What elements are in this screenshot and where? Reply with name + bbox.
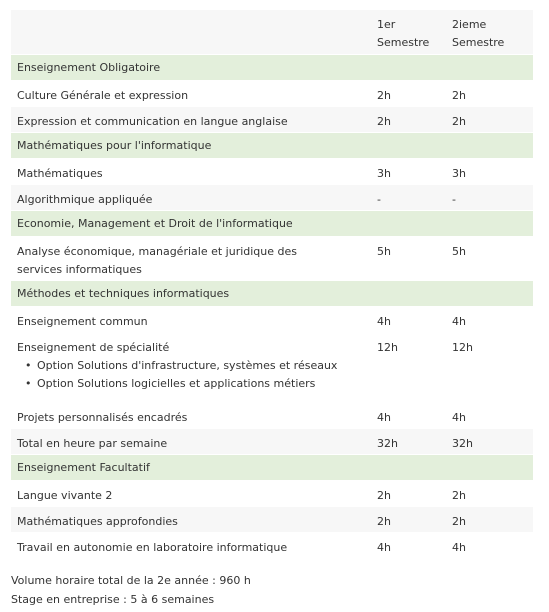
schedule-table: 1er Semestre 2ieme Semestre Enseignement…	[11, 9, 533, 558]
hours-semester-1: 4h	[377, 541, 391, 554]
course-label: Total en heure par semaine	[17, 437, 168, 450]
hours-semester-1: 2h	[377, 515, 391, 528]
section-row: Enseignement Facultatif	[11, 454, 533, 480]
option-label: Option Solutions d'infrastructure, systè…	[37, 359, 338, 372]
course-label: Projets personnalisés encadrés	[17, 411, 188, 424]
hours-semester-1: 2h	[377, 89, 391, 102]
course-label: Enseignement commun	[17, 315, 148, 328]
options-list: • Option Solutions d'infrastructure, sys…	[17, 357, 377, 393]
course-label-title: Enseignement de spécialité	[17, 341, 170, 354]
section-row: Economie, Management et Droit de l'infor…	[11, 210, 533, 236]
hours-semester-1: 4h	[377, 411, 391, 424]
course-label-line2: services informatiques	[17, 263, 142, 276]
table-row: Enseignement commun 4h 4h	[11, 306, 533, 332]
section-row: Méthodes et techniques informatiques	[11, 280, 533, 306]
table-row: Mathématiques 3h 3h	[11, 158, 533, 184]
bullet-icon: •	[25, 377, 32, 390]
hours-semester-1: 12h	[377, 341, 398, 354]
section-row: Mathématiques pour l'informatique	[11, 132, 533, 158]
course-label: Algorithmique appliquée	[17, 193, 153, 206]
hours-semester-2: 4h	[452, 541, 466, 554]
hours-semester-1: 2h	[377, 115, 391, 128]
list-item: • Option Solutions logicielles et applic…	[25, 375, 377, 393]
table-row: Langue vivante 2 2h 2h	[11, 480, 533, 506]
table-row: Travail en autonomie en laboratoire info…	[11, 532, 533, 558]
table-header: 1er Semestre 2ieme Semestre	[11, 9, 533, 54]
course-label: Expression et communication en langue an…	[17, 115, 288, 128]
table-row: Culture Générale et expression 2h 2h	[11, 80, 533, 106]
hours-semester-2: 4h	[452, 315, 466, 328]
hours-semester-2: 2h	[452, 515, 466, 528]
table-row: Total en heure par semaine 32h 32h	[11, 428, 533, 454]
section-label: Méthodes et techniques informatiques	[17, 287, 230, 300]
table-row: Projets personnalisés encadrés 4h 4h	[11, 402, 533, 428]
section-label: Enseignement Facultatif	[17, 461, 150, 474]
hours-semester-2: 32h	[452, 437, 473, 450]
course-label-line1: Analyse économique, managériale et jurid…	[17, 245, 298, 258]
hours-semester-1: -	[377, 193, 381, 206]
section-label: Mathématiques pour l'informatique	[17, 139, 212, 152]
total-hours-note: Volume horaire total de la 2e année : 96…	[11, 574, 251, 587]
header-semester-1: 1er Semestre	[377, 10, 452, 52]
header-empty-cell	[17, 10, 377, 16]
hours-semester-2: 3h	[452, 167, 466, 180]
option-label: Option Solutions logicielles et applicat…	[37, 377, 316, 390]
course-label: Analyse économique, managériale et jurid…	[17, 237, 377, 279]
section-row: Enseignement Obligatoire	[11, 54, 533, 80]
hours-semester-2: 2h	[452, 115, 466, 128]
hours-semester-1: 3h	[377, 167, 391, 180]
section-label: Economie, Management et Droit de l'infor…	[17, 217, 293, 230]
hours-semester-2: 4h	[452, 411, 466, 424]
header-semester-2-line1: 2ieme	[452, 18, 487, 31]
header-semester-2: 2ieme Semestre	[452, 10, 527, 52]
hours-semester-2: 2h	[452, 489, 466, 502]
table-row: Analyse économique, managériale et jurid…	[11, 236, 533, 280]
course-label: Culture Générale et expression	[17, 89, 189, 102]
course-label: Enseignement de spécialité • Option Solu…	[17, 333, 377, 393]
bullet-icon: •	[25, 359, 32, 372]
internship-note: Stage en entreprise : 5 à 6 semaines	[11, 593, 215, 606]
table-row: Algorithmique appliquée - -	[11, 184, 533, 210]
course-label: Langue vivante 2	[17, 489, 113, 502]
course-label: Mathématiques	[17, 167, 103, 180]
header-semester-2-line2: Semestre	[452, 36, 505, 49]
table-row: Enseignement de spécialité • Option Solu…	[11, 332, 533, 402]
hours-semester-1: 5h	[377, 245, 391, 258]
table-row: Mathématiques approfondies 2h 2h	[11, 506, 533, 532]
footer-notes: Volume horaire total de la 2e année : 96…	[11, 571, 251, 609]
header-semester-1-line1: 1er	[377, 18, 396, 31]
course-label: Mathématiques approfondies	[17, 515, 178, 528]
hours-semester-1: 4h	[377, 315, 391, 328]
header-semester-1-line2: Semestre	[377, 36, 430, 49]
table-row: Expression et communication en langue an…	[11, 106, 533, 132]
hours-semester-2: 5h	[452, 245, 466, 258]
section-label: Enseignement Obligatoire	[17, 61, 161, 74]
hours-semester-1: 32h	[377, 437, 398, 450]
list-item: • Option Solutions d'infrastructure, sys…	[25, 357, 377, 375]
course-label: Travail en autonomie en laboratoire info…	[17, 541, 288, 554]
hours-semester-1: 2h	[377, 489, 391, 502]
hours-semester-2: -	[452, 193, 456, 206]
hours-semester-2: 12h	[452, 341, 473, 354]
hours-semester-2: 2h	[452, 89, 466, 102]
